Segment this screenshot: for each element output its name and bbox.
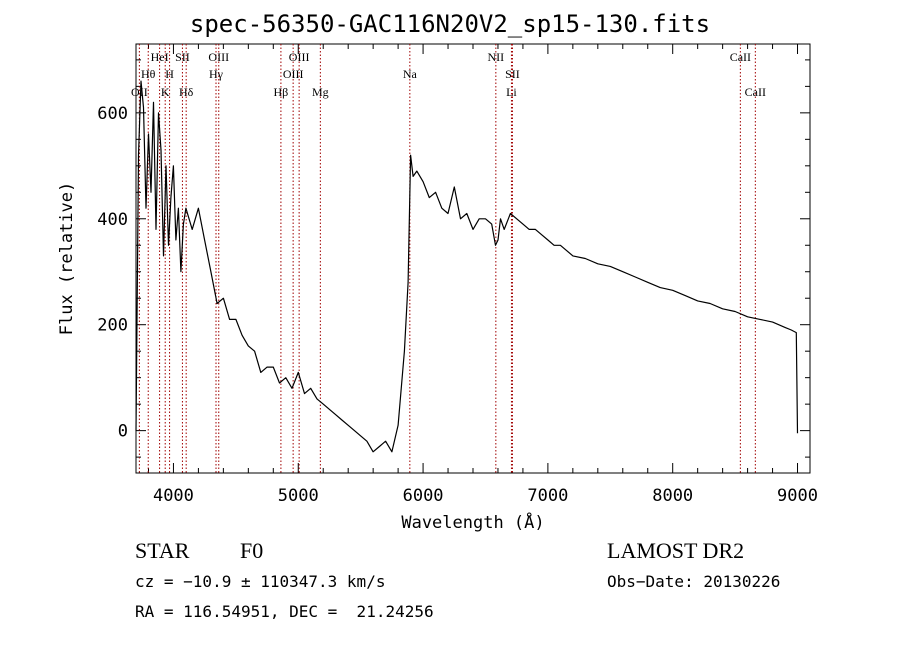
spectrum-series bbox=[135, 80, 799, 453]
plot-frame bbox=[135, 43, 811, 474]
spectral-line-label: Li bbox=[506, 85, 517, 99]
spectral-line-label: OIII bbox=[289, 50, 310, 64]
x-axis-label: Wavelength (Å) bbox=[401, 511, 544, 533]
spectral-line-label: Na bbox=[403, 67, 418, 81]
y-tick-label: 400 bbox=[97, 210, 128, 230]
y-axis-label: Flux (relative) bbox=[57, 182, 77, 336]
y-tick-label: 200 bbox=[97, 316, 128, 336]
spectral-line-label: Hβ bbox=[274, 85, 289, 99]
redshift-readout: cz = −10.9 ± 110347.3 km/s bbox=[135, 572, 386, 591]
spectral-line-label: Mg bbox=[312, 85, 329, 99]
coordinates-readout: RA = 116.54951, DEC = 21.24256 bbox=[135, 602, 434, 621]
x-tick-label: 8000 bbox=[652, 486, 693, 506]
spectral-subclass: F0 bbox=[240, 538, 264, 563]
spectral-line-label: OIII bbox=[283, 67, 304, 81]
survey-name: LAMOST DR2 bbox=[607, 538, 745, 563]
spectral-line-label: OIII bbox=[208, 50, 229, 64]
obs-date: Obs−Date: 20130226 bbox=[607, 572, 781, 591]
spectral-line-label: NII bbox=[488, 50, 505, 64]
x-tick-label: 7000 bbox=[527, 486, 568, 506]
spectral-line-label: CaII bbox=[745, 85, 766, 99]
spectral-line-label: H bbox=[165, 67, 174, 81]
spectral-line-label: SII bbox=[175, 50, 190, 64]
x-tick-label: 4000 bbox=[153, 486, 194, 506]
chart-title: spec-56350-GAC116N20V2_sp15-130.fits bbox=[189, 10, 711, 38]
x-tick-label: 5000 bbox=[278, 486, 319, 506]
y-tick-label: 0 bbox=[118, 422, 128, 442]
spectral-line-label: CaII bbox=[730, 50, 751, 64]
spectral-line-label: K bbox=[161, 85, 170, 99]
spectral-line-label: Hδ bbox=[179, 85, 194, 99]
object-type: STAR bbox=[135, 538, 190, 563]
spectral-line-label: OII bbox=[131, 85, 148, 99]
spectral-line-label: Hγ bbox=[209, 67, 224, 81]
spectral-line-label: Hθ bbox=[141, 67, 156, 81]
spectral-line-label: SII bbox=[505, 67, 520, 81]
y-tick-label: 600 bbox=[97, 104, 128, 124]
spectral-line-label: HeI bbox=[151, 50, 169, 64]
x-tick-label: 9000 bbox=[777, 486, 818, 506]
x-tick-label: 6000 bbox=[403, 486, 444, 506]
